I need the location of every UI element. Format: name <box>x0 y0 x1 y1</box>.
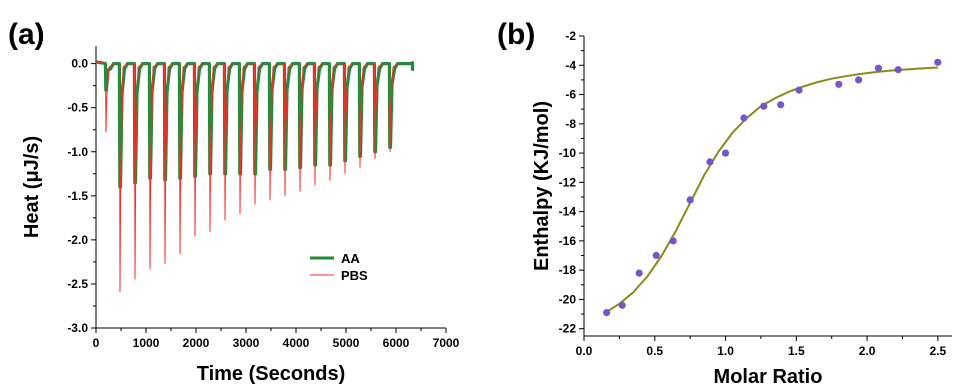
data-point <box>795 86 803 94</box>
x-axis-title-a: Time (Seconds) <box>197 363 346 385</box>
legend-a: AA PBS <box>310 251 368 283</box>
x-axis-title-b: Molar Ratio <box>714 366 823 388</box>
data-point <box>874 64 883 72</box>
y-tick-label-a: -1.0 <box>67 145 88 159</box>
y-tick-label-b: -18 <box>559 263 577 277</box>
y-axis-title-b: Enthalpy (KJ/mol) <box>531 101 553 271</box>
legend-label-pbs: PBS <box>341 268 368 283</box>
data-point <box>835 80 843 88</box>
y-tick-label-a: -1.5 <box>67 189 88 203</box>
data-point <box>618 301 626 309</box>
data-point <box>669 237 677 245</box>
legend-label-aa: AA <box>341 251 360 266</box>
x-tick-label-a: 5000 <box>333 336 360 350</box>
y-tick-label-b: -20 <box>559 292 577 306</box>
y-tick-label-b: -12 <box>559 175 577 189</box>
data-point <box>855 76 863 84</box>
plot-area-b: 0.0 0.5 1.0 1.5 2.0 2.5 -2 -4 -6 -8 -10 -12 -14 -16 -1… <box>559 29 952 358</box>
data-point <box>635 269 643 277</box>
fit-curve <box>604 66 938 314</box>
series-line-pbs <box>95 61 401 292</box>
data-point <box>777 101 785 109</box>
x-tick-label-a: 7000 <box>433 336 460 350</box>
data-point <box>760 102 768 110</box>
chart-panel-a: (a) 0 1000 2000 3000 4000 5000 6000 7000 0.0 -0.5… <box>8 18 460 385</box>
x-tick-label-a: 4000 <box>283 336 310 350</box>
y-tick-label-a: 0.0 <box>71 57 88 71</box>
y-tick-label-b: -22 <box>559 322 577 336</box>
data-point <box>706 158 714 166</box>
x-tick-label-b: 2.0 <box>859 344 876 358</box>
chart-panel-b: (b) 0.0 0.5 1.0 1.5 2.0 2.5 -2 -4 -6 -8 -10 -12 -14 -… <box>497 18 952 388</box>
y-tick-label-a: -2.0 <box>67 233 88 247</box>
x-tick-label-b: 1.5 <box>788 344 805 358</box>
x-tick-label-b: 0.0 <box>576 344 593 358</box>
y-tick-label-a: -0.5 <box>67 101 88 115</box>
y-tick-label-b: -10 <box>559 146 577 160</box>
y-tick-label-b: -4 <box>565 58 576 72</box>
x-tick-label-a: 1000 <box>133 336 160 350</box>
y-tick-label-b: -14 <box>559 205 577 219</box>
plot-area-a: 0 1000 2000 3000 4000 5000 6000 7000 0.0 -0.5 -1.0… <box>67 46 460 350</box>
data-point <box>603 309 611 317</box>
y-tick-label-b: -16 <box>559 234 577 248</box>
x-tick-label-b: 0.5 <box>646 344 663 358</box>
x-tick-label-b: 1.0 <box>717 344 734 358</box>
x-tick-label-a: 0 <box>93 336 100 350</box>
y-tick-label-b: -2 <box>565 29 576 43</box>
data-point <box>652 251 660 260</box>
y-tick-label-a: -3.0 <box>67 321 88 335</box>
data-point <box>721 149 730 157</box>
y-axis-title-a: Heat (μJ/s) <box>21 136 43 238</box>
y-tick-label-b: -8 <box>565 117 576 131</box>
data-point <box>740 114 748 122</box>
data-point <box>686 196 694 204</box>
y-tick-label-a: -2.5 <box>67 277 88 291</box>
data-point <box>894 66 902 74</box>
x-tick-label-a: 6000 <box>383 336 410 350</box>
panel-label-b: (b) <box>497 18 535 51</box>
panel-label-a: (a) <box>8 18 45 51</box>
data-point <box>934 58 942 66</box>
x-tick-label-a: 3000 <box>233 336 260 350</box>
x-tick-label-a: 2000 <box>183 336 210 350</box>
y-tick-label-b: -6 <box>565 88 576 102</box>
x-tick-label-b: 2.5 <box>930 344 947 358</box>
